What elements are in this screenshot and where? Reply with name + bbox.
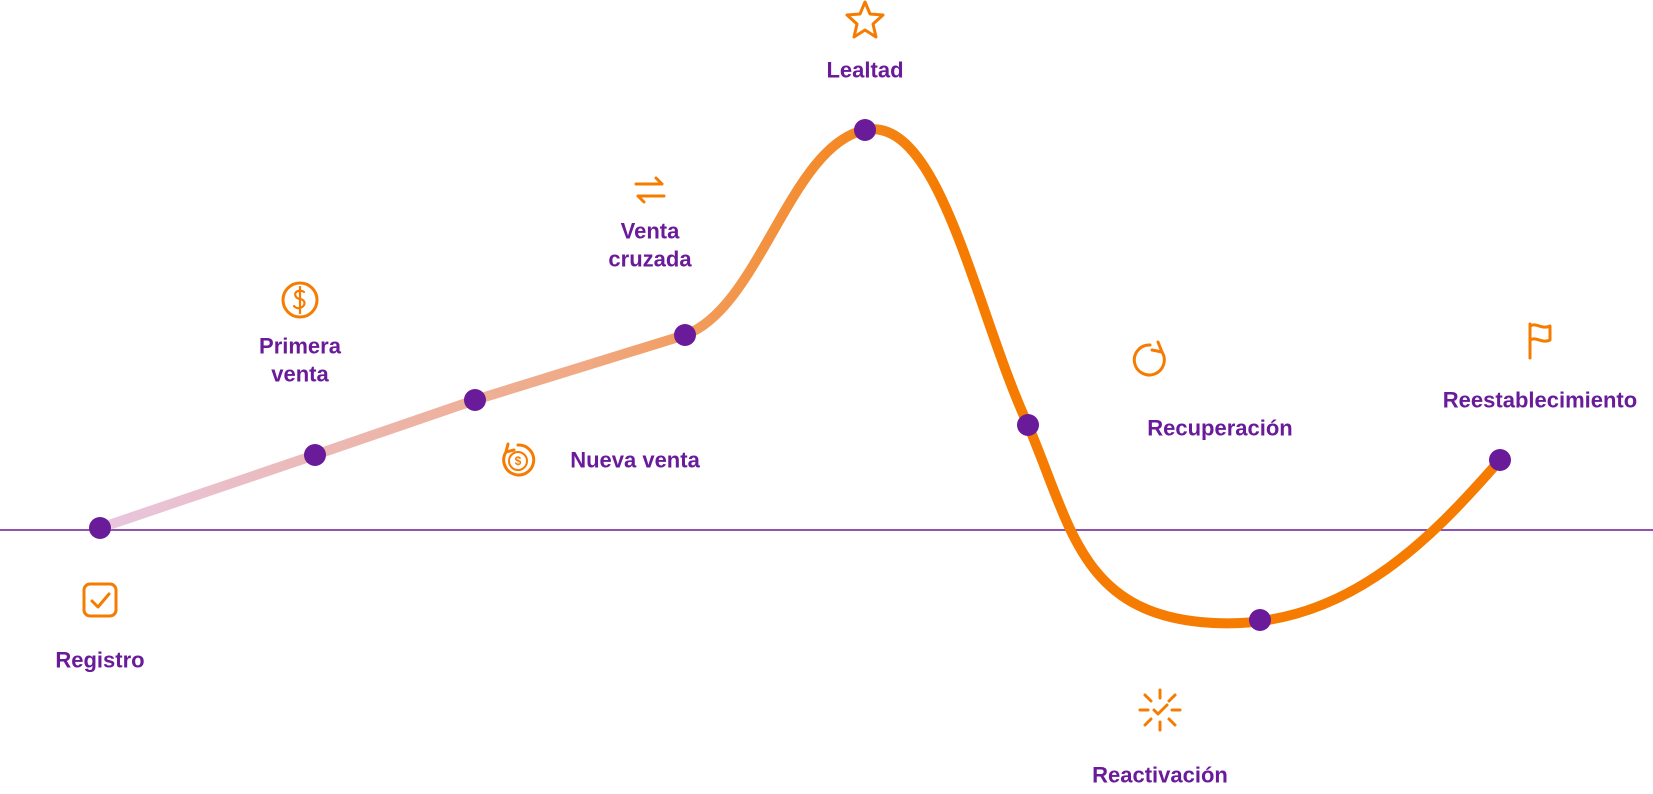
journey-canvas	[0, 0, 1653, 794]
stage-label-registro: Registro	[55, 646, 144, 674]
flag-icon	[1518, 318, 1562, 362]
svg-text:$: $	[515, 454, 522, 468]
stage-label-venta-cruzada: Venta cruzada	[608, 218, 691, 273]
stage-label-reestablecimiento: Reestablecimiento	[1443, 386, 1637, 414]
customer-journey-diagram: Registro Primera venta $ Nueva venta Ven…	[0, 0, 1653, 794]
stage-label-lealtad: Lealtad	[826, 56, 903, 84]
arrows-exchange-icon	[628, 168, 672, 212]
dot-venta-cruzada	[674, 324, 696, 346]
dollar-refresh-icon: $	[496, 438, 540, 482]
undo-circle-icon	[1128, 338, 1172, 382]
stage-label-reactivacion: Reactivación	[1092, 761, 1228, 789]
star-icon	[843, 0, 887, 42]
dot-reactivacion	[1249, 609, 1271, 631]
stage-label-primera-venta: Primera venta	[259, 333, 341, 388]
stage-label-nueva-venta: Nueva venta	[570, 446, 700, 474]
burst-check-icon	[1138, 688, 1182, 732]
stage-label-recuperacion: Recuperación	[1147, 414, 1293, 442]
dot-recuperacion	[1017, 414, 1039, 436]
dot-lealtad	[854, 119, 876, 141]
dot-registro	[89, 517, 111, 539]
dot-reestablecimiento	[1489, 449, 1511, 471]
dollar-circle-icon	[278, 278, 322, 322]
check-square-icon	[78, 578, 122, 622]
dot-nueva-venta	[464, 389, 486, 411]
dot-primera-venta	[304, 444, 326, 466]
